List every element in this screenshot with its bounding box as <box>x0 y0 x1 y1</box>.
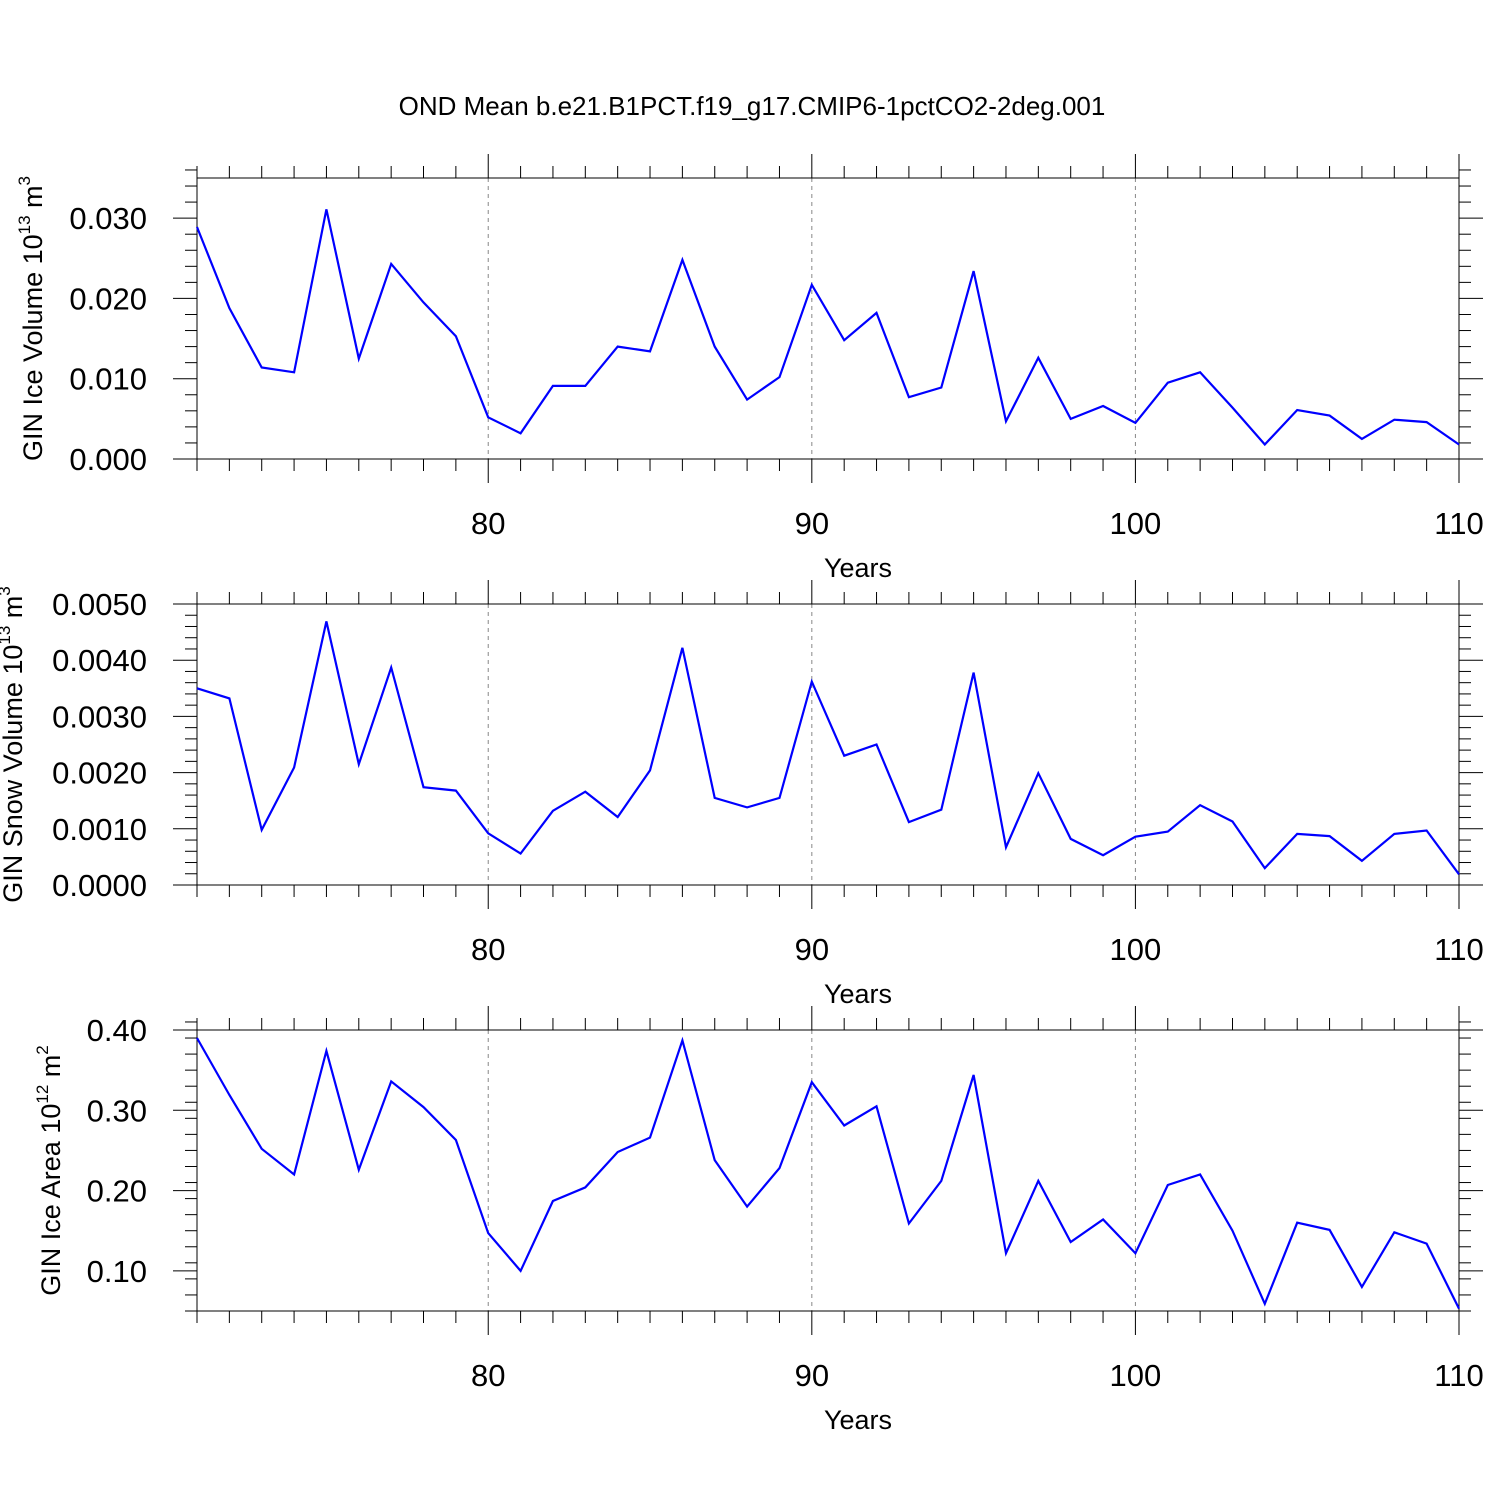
chart-panel-2: 80 90 100 110 0.0000 0.0010 0.0020 0.0030 0.0040… <box>0 580 1484 1009</box>
plot-frame <box>196 177 1460 460</box>
data-series-line <box>196 1036 1460 1310</box>
x-tick-label: 110 <box>1434 932 1483 967</box>
x-axis-label: Years <box>824 979 892 1009</box>
y-tick-label: 0.0050 <box>52 587 147 622</box>
plot-frame <box>196 1029 1460 1312</box>
y-tick-label: 0.10 <box>87 1254 147 1289</box>
data-series-line <box>196 621 1460 875</box>
y-axis-label: GIN Ice Volume 1013 m3 <box>15 176 48 461</box>
chart-panel-1: 80 90 100 110 0.000 0.010 0.020 0.030 Years GIN I… <box>15 154 1484 583</box>
y-axis-label-unit: m <box>18 185 48 215</box>
panels: 80 90 100 110 0.000 0.010 0.020 0.030 Years GIN I… <box>0 154 1484 1435</box>
plot-frame <box>196 603 1460 886</box>
x-tick-label: 90 <box>795 1358 829 1393</box>
y-tick-label: 0.020 <box>69 281 147 316</box>
y-axis-label-unit-exponent: 3 <box>0 586 14 595</box>
y-tick-label: 0.0000 <box>52 868 147 903</box>
y-tick-label: 0.0040 <box>52 643 147 678</box>
y-axis-label-text: GIN Ice Volume 10 <box>18 234 48 461</box>
y-tick-label: 0.0020 <box>52 756 147 791</box>
x-tick-label: 110 <box>1434 1358 1483 1393</box>
y-axis-label-exponent: 13 <box>15 215 34 234</box>
x-tick-label: 90 <box>795 932 829 967</box>
y-axis-label-unit: m <box>0 596 28 626</box>
y-tick-label: 0.40 <box>87 1013 147 1048</box>
figure-title: OND Mean b.e21.B1PCT.f19_g17.CMIP6-1pctC… <box>399 91 1106 121</box>
y-axis-label-text: GIN Ice Area 10 <box>36 1104 66 1296</box>
y-axis-label-text: GIN Snow Volume 10 <box>0 645 28 903</box>
x-tick-label: 90 <box>795 506 829 541</box>
x-tick-label: 80 <box>471 1358 505 1393</box>
y-axis-label: GIN Snow Volume 1013 m3 <box>0 586 28 903</box>
chart-panel-3: 80 90 100 110 0.10 0.20 0.30 0.40 Years GIN Ice A… <box>33 1006 1484 1435</box>
x-tick-label: 110 <box>1434 506 1483 541</box>
x-axis-label: Years <box>824 1405 892 1435</box>
x-axis-label: Years <box>824 553 892 583</box>
y-axis-label-exponent: 13 <box>0 626 14 645</box>
data-series-line <box>195 209 1460 447</box>
x-tick-label: 100 <box>1110 506 1162 541</box>
y-axis-label-unit-exponent: 3 <box>15 176 34 185</box>
y-tick-label: 0.0010 <box>52 812 147 847</box>
y-tick-label: 0.000 <box>69 442 147 477</box>
y-tick-label: 0.030 <box>69 201 147 236</box>
y-axis-label-unit-exponent: 2 <box>33 1045 52 1054</box>
y-tick-label: 0.30 <box>87 1093 147 1128</box>
y-tick-label: 0.20 <box>87 1174 147 1209</box>
x-tick-label: 80 <box>471 932 505 967</box>
y-axis-label: GIN Ice Area 1012 m2 <box>33 1045 66 1296</box>
x-tick-label: 100 <box>1110 932 1162 967</box>
y-axis-label-exponent: 12 <box>33 1085 52 1104</box>
x-tick-label: 80 <box>471 506 505 541</box>
x-tick-label: 100 <box>1110 1358 1162 1393</box>
y-tick-label: 0.0030 <box>52 699 147 734</box>
y-axis-label-unit: m <box>36 1055 66 1085</box>
y-tick-label: 0.010 <box>69 362 147 397</box>
